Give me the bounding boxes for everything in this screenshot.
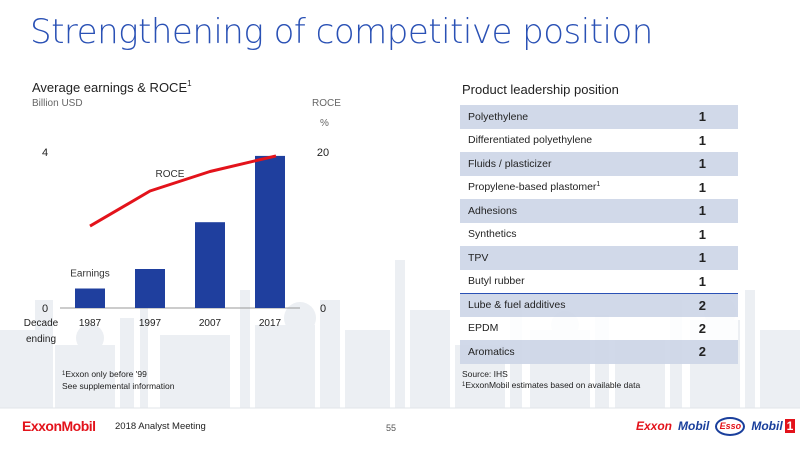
earnings-bar xyxy=(195,222,225,308)
product-name-cell: Adhesions xyxy=(460,199,678,223)
table-row: Adhesions 1 xyxy=(460,199,738,223)
mobil1-logo-number: 1 xyxy=(784,419,796,433)
table-row: Aromatics 2 xyxy=(460,340,738,364)
product-name-cell: Butyl rubber xyxy=(460,269,678,293)
table-source: Source: IHS xyxy=(462,369,508,379)
rank-cell: 2 xyxy=(678,316,738,340)
x-tick-label: 1997 xyxy=(139,318,162,329)
brand-logos: Exxon Mobil Esso Mobil 1 xyxy=(636,415,796,437)
chart-footnotes: 1Exxon only before '99 See supplemental … xyxy=(62,368,174,392)
footnote-text: Exxon only before '99 xyxy=(65,369,147,379)
footnote-marker: 1 xyxy=(462,382,466,388)
rank-cell: 2 xyxy=(678,292,738,317)
rank-cell: 1 xyxy=(678,246,738,270)
mobil1-logo-text: Mobil xyxy=(751,419,783,433)
rank-cell: 1 xyxy=(678,175,738,199)
exxonmobil-logo: ExxonMobil xyxy=(22,418,96,434)
table-footnotes: Source: IHS 1ExxonMobil estimates based … xyxy=(462,369,640,391)
product-name-cell: Synthetics xyxy=(460,222,678,246)
table-row: Synthetics 1 xyxy=(460,222,738,246)
right-y-tick-label: 0 xyxy=(320,303,326,315)
table-row: Lube & fuel additives 2 xyxy=(460,292,738,317)
page-number: 55 xyxy=(386,423,397,433)
exxon-logo: Exxon xyxy=(636,419,673,433)
right-y-tick-label: 20 xyxy=(317,147,329,159)
product-name: Polyethylene xyxy=(468,110,529,123)
product-name-cell: Differentiated polyethylene xyxy=(460,128,678,152)
product-name-cell: EPDM xyxy=(460,316,678,340)
earnings-bar xyxy=(135,269,165,308)
rank-cell: 1 xyxy=(678,199,738,223)
chart-title-footnote-marker: 1 xyxy=(187,79,192,88)
left-y-tick-label: 4 xyxy=(42,147,48,159)
meeting-name: 2018 Analyst Meeting xyxy=(115,421,206,432)
product-name-cell: Fluids / plasticizer xyxy=(460,152,678,176)
roce-line xyxy=(89,154,277,228)
product-name: Propylene-based plastomer xyxy=(468,181,597,194)
product-name: EPDM xyxy=(468,322,499,335)
product-name: Lube & fuel additives xyxy=(468,299,566,311)
chart-title: Average earnings & ROCE1 xyxy=(32,79,192,95)
table-row: Propylene-based plastomer1 1 xyxy=(460,175,738,199)
right-axis-unit: % xyxy=(320,118,329,129)
earnings-series-label: Earnings xyxy=(70,269,109,280)
product-name: Synthetics xyxy=(468,228,517,241)
left-axis-unit: Billion USD xyxy=(32,98,83,109)
rank-cell: 1 xyxy=(678,128,738,152)
table-row: EPDM 2 xyxy=(460,316,738,340)
rank-cell: 1 xyxy=(678,269,738,293)
right-axis-title: ROCE xyxy=(312,98,341,109)
footnote-text: ExxonMobil estimates based on available … xyxy=(465,380,641,390)
left-y-tick-label: 0 xyxy=(42,303,48,315)
rank-cell: 1 xyxy=(678,105,738,129)
x-tick-label: 2007 xyxy=(199,318,222,329)
product-name-cell: TPV xyxy=(460,246,678,270)
rank-cell: 1 xyxy=(678,222,738,246)
page-title: Strengthening of competitive position xyxy=(30,12,653,52)
earnings-bar xyxy=(255,155,285,308)
table-title: Product leadership position xyxy=(462,82,619,97)
table-row: Polyethylene 1 xyxy=(460,105,738,129)
rank-cell: 2 xyxy=(678,340,738,364)
product-name: Adhesions xyxy=(468,204,518,217)
table-row: TPV 1 xyxy=(460,246,738,270)
chart-footnote-2: See supplemental information xyxy=(62,381,175,391)
mobil1-logo: Mobil 1 xyxy=(751,419,796,433)
roce-series-label: ROCE xyxy=(156,169,185,180)
table-footnote: 1ExxonMobil estimates based on available… xyxy=(462,380,640,391)
esso-logo: Esso xyxy=(715,416,746,436)
product-name-cell: Lube & fuel additives xyxy=(460,292,678,317)
product-name: Fluids / plasticizer xyxy=(468,157,552,170)
rank-cell: 1 xyxy=(678,152,738,176)
product-name-cell: Polyethylene xyxy=(460,105,678,129)
table-row: Butyl rubber 1 xyxy=(460,269,738,293)
product-name: TPV xyxy=(468,251,489,264)
product-name-cell: Aromatics xyxy=(460,340,678,364)
earnings-bar xyxy=(75,288,105,308)
product-name: Butyl rubber xyxy=(468,275,525,287)
table-row: Fluids / plasticizer 1 xyxy=(460,152,738,176)
x-axis-label: Decade ending xyxy=(23,318,59,345)
mobil-logo: Mobil xyxy=(678,419,710,433)
product-name: Differentiated polyethylene xyxy=(468,134,593,147)
x-tick-label: 1987 xyxy=(79,318,102,329)
table-row: Differentiated polyethylene 1 xyxy=(460,128,738,152)
footnote-marker: 1 xyxy=(596,181,601,189)
footnote-marker: 1 xyxy=(62,371,66,377)
chart-title-text: Average earnings & ROCE xyxy=(32,80,188,95)
product-name-cell: Propylene-based plastomer1 xyxy=(460,175,678,199)
product-name: Aromatics xyxy=(468,345,515,358)
product-leadership-table: Polyethylene 1 Differentiated polyethylene… xyxy=(460,105,738,364)
x-tick-label: 2017 xyxy=(259,318,282,329)
chart-footnote-1: 1Exxon only before '99 xyxy=(62,368,174,380)
